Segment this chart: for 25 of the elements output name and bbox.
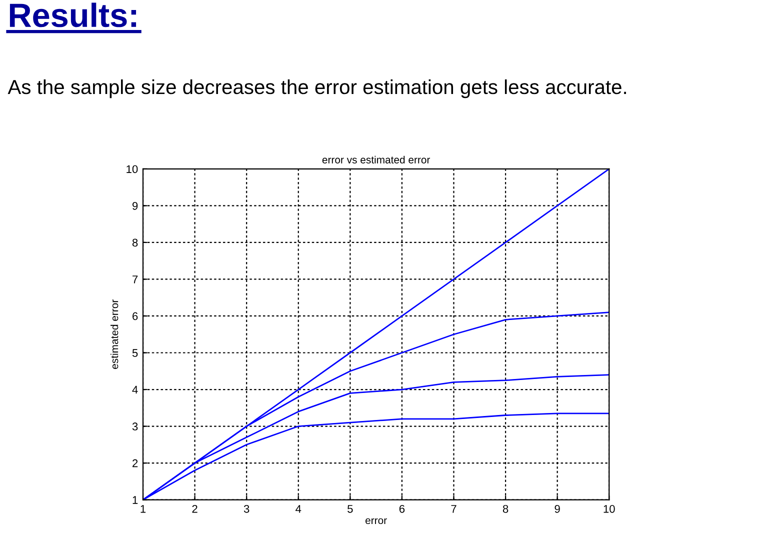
y-tick-label: 7 [132, 276, 138, 284]
y-tick-label: 3 [132, 422, 138, 430]
y-tick-label: 10 [126, 165, 138, 174]
x-tick-label: 2 [192, 504, 198, 513]
y-tick-label: 8 [132, 238, 138, 247]
chart-subtitle: As the sample size decreases the error estimation gets less accurate. [8, 79, 626, 98]
x-tick-label: 3 [244, 504, 250, 513]
y-tick-label: 4 [132, 386, 138, 394]
x-tick-label: 5 [348, 505, 353, 513]
y-tick-label: 5 [132, 349, 138, 357]
y-tick-label: 9 [132, 202, 138, 210]
x-tick-label: 6 [399, 504, 405, 513]
y-tick-label: 6 [132, 312, 138, 320]
x-axis-title: error [366, 518, 387, 524]
x-tick-label: 1 [140, 505, 146, 513]
x-tick-label: 4 [296, 505, 302, 513]
x-tick-label: 8 [502, 504, 508, 513]
x-tick-label: 10 [604, 504, 615, 513]
x-tick-label: 7 [451, 505, 456, 513]
y-tick-label: 1 [132, 496, 138, 504]
x-tick-label: 9 [554, 504, 560, 513]
y-axis-title: estimated error [110, 300, 118, 369]
text: error vs estimated error [322, 156, 430, 164]
y-tick-label: 2 [132, 459, 138, 468]
chart-title: Results: [10, 2, 136, 28]
